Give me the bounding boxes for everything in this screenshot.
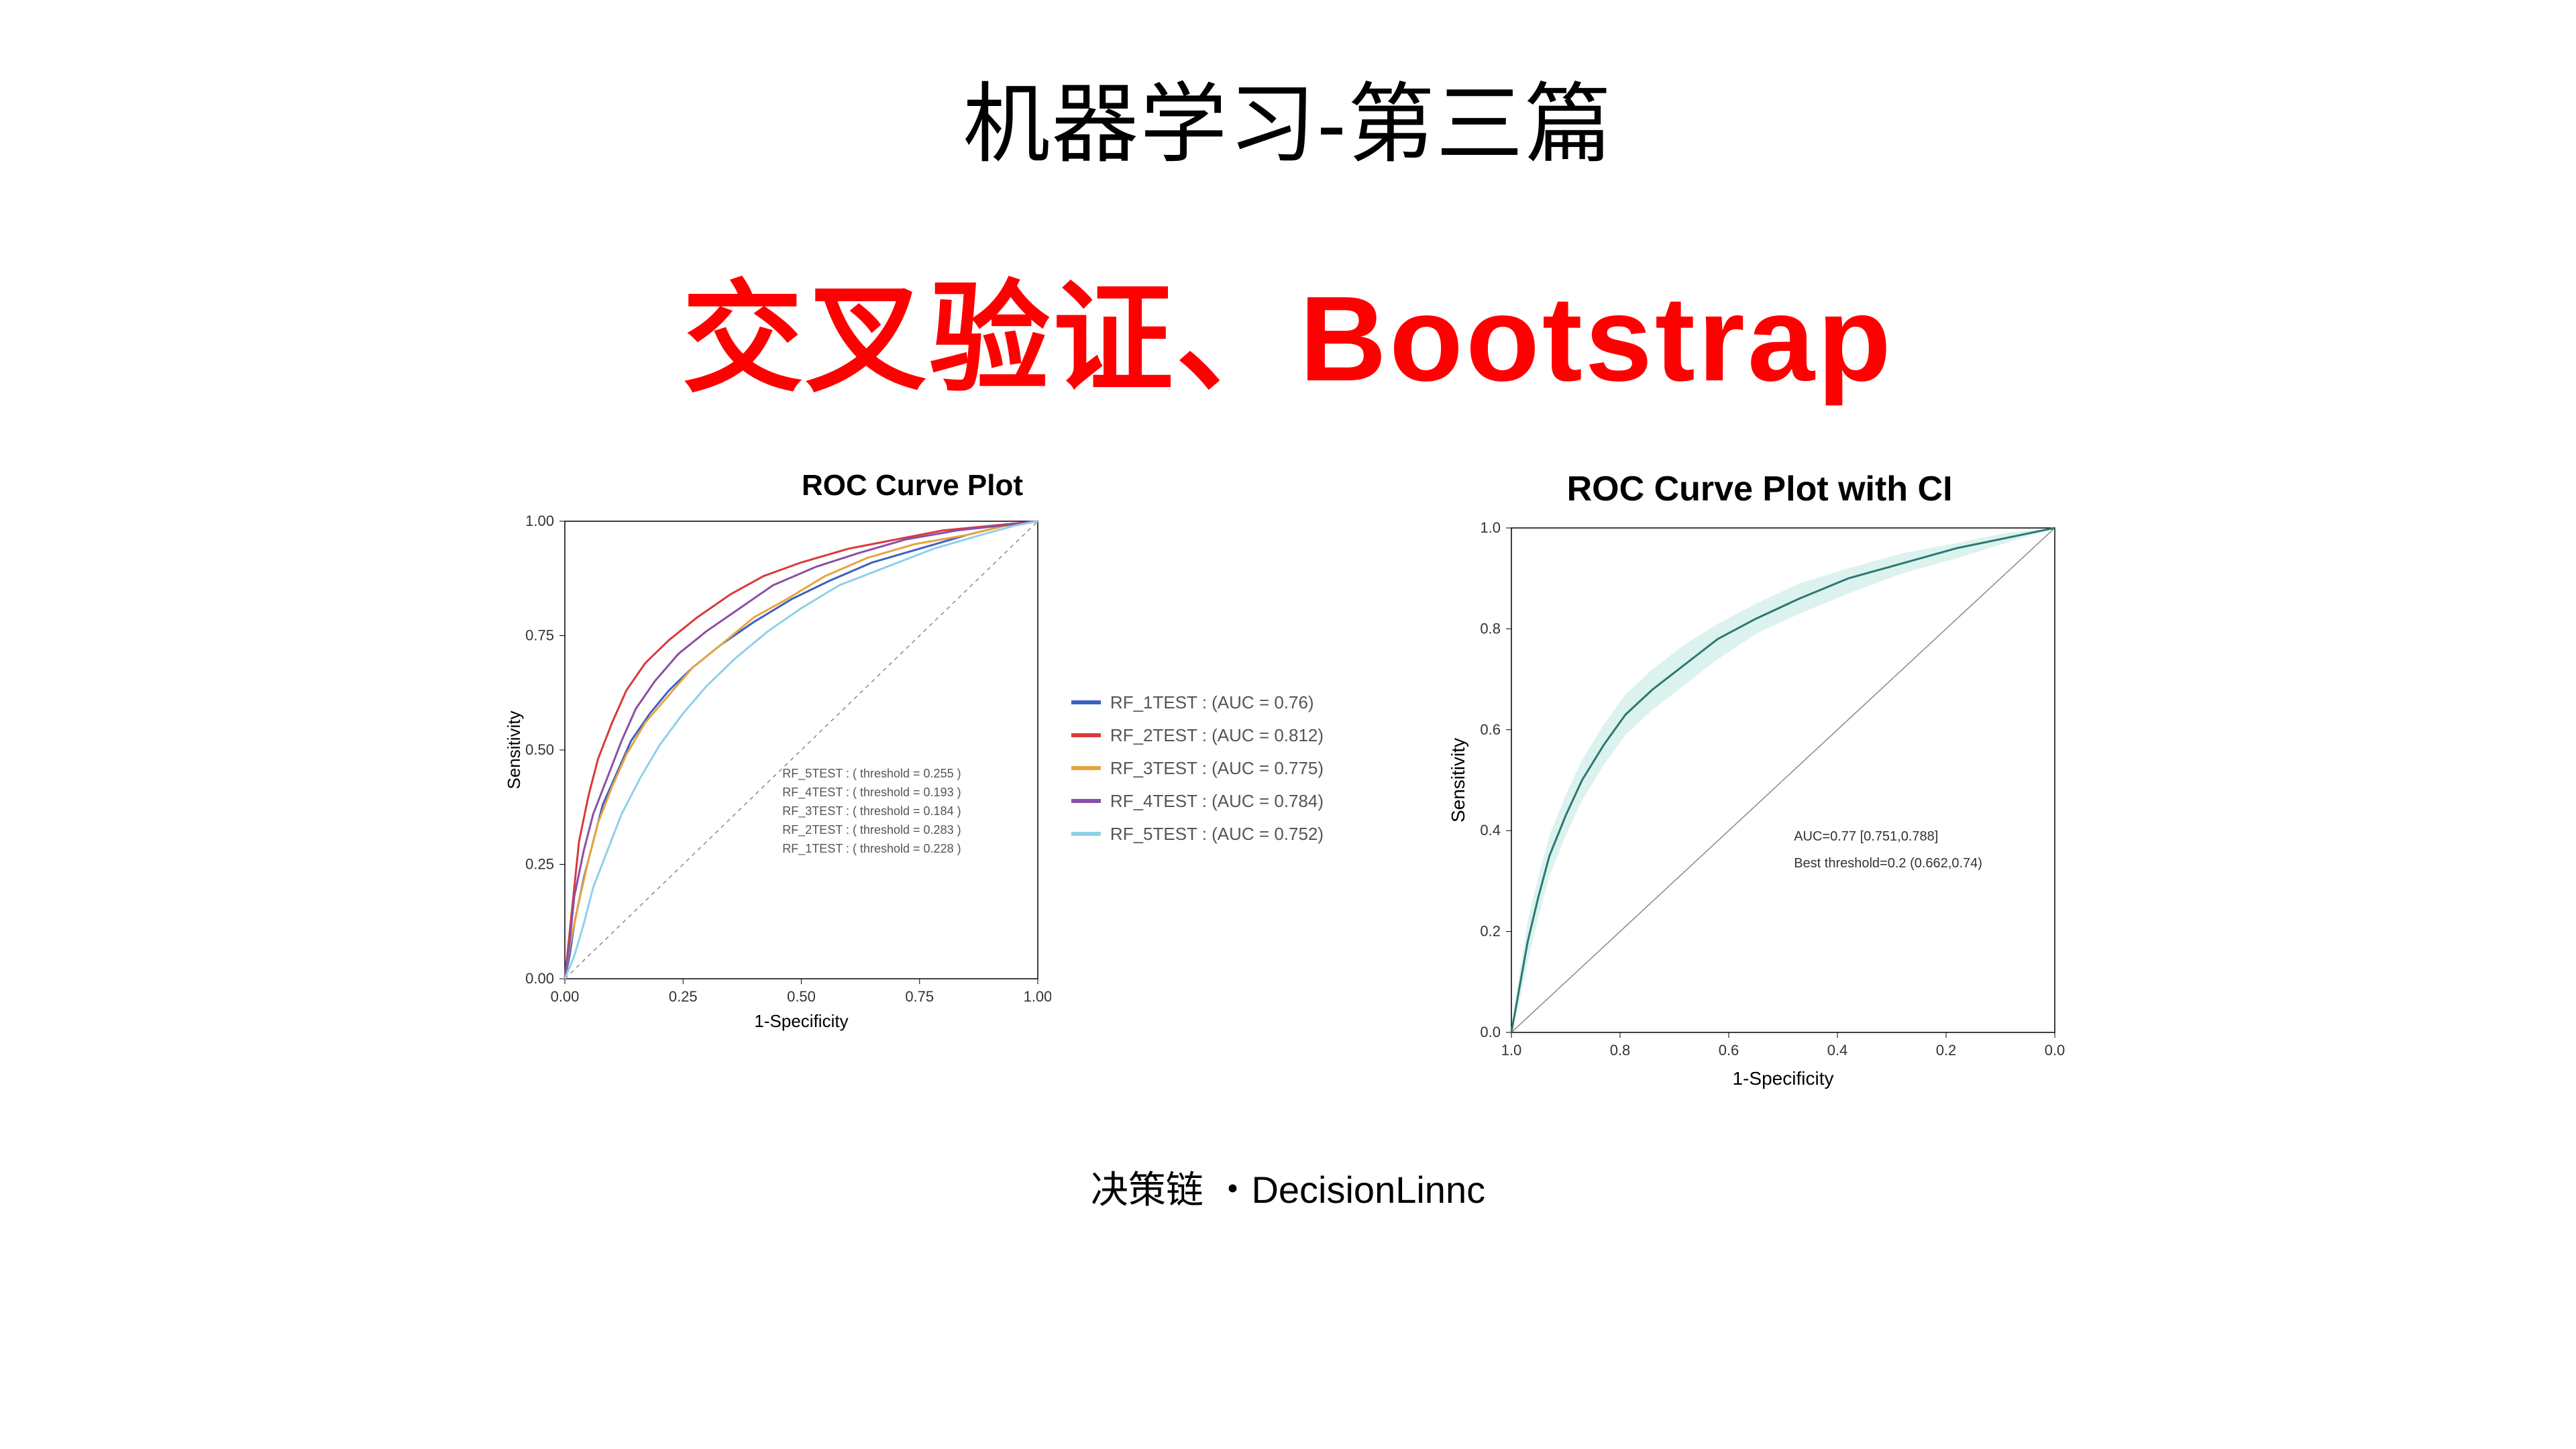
svg-text:0.25: 0.25 — [525, 856, 554, 873]
roc-right-svg: 1.0 0.8 0.6 0.4 0.2 0.0 0.0 0.2 0.4 0.6 0.8 1.0 1-Sp… — [1444, 516, 2075, 1099]
roc-chart-right: ROC Curve Plot with CI 1.0 0.8 0.6 0.4 0.2 0.… — [1444, 469, 2075, 1099]
legend-item: RF_3TEST : (AUC = 0.775) — [1071, 758, 1324, 779]
svg-text:0.25: 0.25 — [669, 988, 698, 1005]
page-subtitle: 交叉验证、Bootstrap — [682, 240, 1894, 415]
svg-text:1.0: 1.0 — [1480, 519, 1501, 536]
svg-text:RF_4TEST : ( threshold = 0.193: RF_4TEST : ( threshold = 0.193 ) — [782, 786, 961, 800]
svg-text:RF_1TEST : ( threshold = 0.228: RF_1TEST : ( threshold = 0.228 ) — [782, 842, 961, 856]
svg-text:1-Specificity: 1-Specificity — [1733, 1068, 1834, 1089]
legend-label: RF_4TEST : (AUC = 0.784) — [1110, 791, 1324, 812]
legend-swatch — [1071, 832, 1101, 836]
page-title: 机器学习-第三篇 — [963, 54, 1613, 180]
svg-text:0.75: 0.75 — [525, 627, 554, 644]
charts-row: ROC Curve Plot 0.000.250.500.751.000.000… — [67, 469, 2509, 1099]
svg-text:0.2: 0.2 — [1480, 923, 1501, 940]
svg-text:0.8: 0.8 — [1610, 1042, 1631, 1059]
svg-text:0.4: 0.4 — [1827, 1042, 1848, 1059]
legend-item: RF_1TEST : (AUC = 0.76) — [1071, 692, 1324, 713]
svg-text:Sensitivity: Sensitivity — [504, 710, 524, 789]
svg-text:0.0: 0.0 — [2045, 1042, 2065, 1059]
svg-text:1-Specificity: 1-Specificity — [754, 1011, 848, 1031]
legend-item: RF_2TEST : (AUC = 0.812) — [1071, 725, 1324, 746]
roc-left-legend: RF_1TEST : (AUC = 0.76) RF_2TEST : (AUC =… — [1071, 692, 1324, 857]
svg-text:Best threshold=0.2 (0.662,0.74: Best threshold=0.2 (0.662,0.74) — [1794, 856, 1982, 871]
svg-text:RF_2TEST : ( threshold = 0.283: RF_2TEST : ( threshold = 0.283 ) — [782, 823, 961, 837]
svg-text:0.6: 0.6 — [1480, 721, 1501, 738]
legend-label: RF_5TEST : (AUC = 0.752) — [1110, 824, 1324, 845]
svg-text:0.4: 0.4 — [1480, 822, 1501, 839]
svg-text:Sensitivity: Sensitivity — [1448, 738, 1468, 822]
svg-text:0.00: 0.00 — [551, 988, 580, 1005]
legend-swatch — [1071, 733, 1101, 737]
svg-text:0.00: 0.00 — [525, 970, 554, 987]
roc-left-svg: 0.00 0.25 0.50 0.75 1.00 0.00 0.25 0.50 0.75 1.00… — [501, 509, 1051, 1039]
footer-credit: 决策链 ・DecisionLinnc — [1091, 1160, 1485, 1214]
legend-label: RF_1TEST : (AUC = 0.76) — [1110, 692, 1314, 713]
legend-label: RF_3TEST : (AUC = 0.775) — [1110, 758, 1324, 779]
legend-item: RF_4TEST : (AUC = 0.784) — [1071, 791, 1324, 812]
svg-text:0.2: 0.2 — [1936, 1042, 1957, 1059]
svg-text:0.50: 0.50 — [525, 741, 554, 758]
legend-swatch — [1071, 799, 1101, 803]
svg-text:0.50: 0.50 — [787, 988, 816, 1005]
legend-swatch — [1071, 700, 1101, 704]
svg-text:1.0: 1.0 — [1501, 1042, 1522, 1059]
svg-text:0.8: 0.8 — [1480, 620, 1501, 637]
svg-text:RF_3TEST : ( threshold = 0.184: RF_3TEST : ( threshold = 0.184 ) — [782, 804, 961, 818]
chart-right-title: ROC Curve Plot with CI — [1567, 469, 1953, 509]
svg-text:0.0: 0.0 — [1480, 1024, 1501, 1040]
legend-swatch — [1071, 766, 1101, 770]
svg-text:RF_5TEST : ( threshold = 0.255: RF_5TEST : ( threshold = 0.255 ) — [782, 767, 961, 781]
svg-text:0.75: 0.75 — [905, 988, 934, 1005]
svg-text:1.00: 1.00 — [1024, 988, 1051, 1005]
svg-text:0.6: 0.6 — [1719, 1042, 1739, 1059]
svg-text:1.00: 1.00 — [525, 513, 554, 529]
legend-label: RF_2TEST : (AUC = 0.812) — [1110, 725, 1324, 746]
chart-left-title: ROC Curve Plot — [802, 469, 1023, 502]
legend-item: RF_5TEST : (AUC = 0.752) — [1071, 824, 1324, 845]
roc-chart-left: ROC Curve Plot 0.000.250.500.751.000.000… — [501, 469, 1324, 1039]
svg-text:AUC=0.77 [0.751,0.788]: AUC=0.77 [0.751,0.788] — [1794, 829, 1938, 844]
